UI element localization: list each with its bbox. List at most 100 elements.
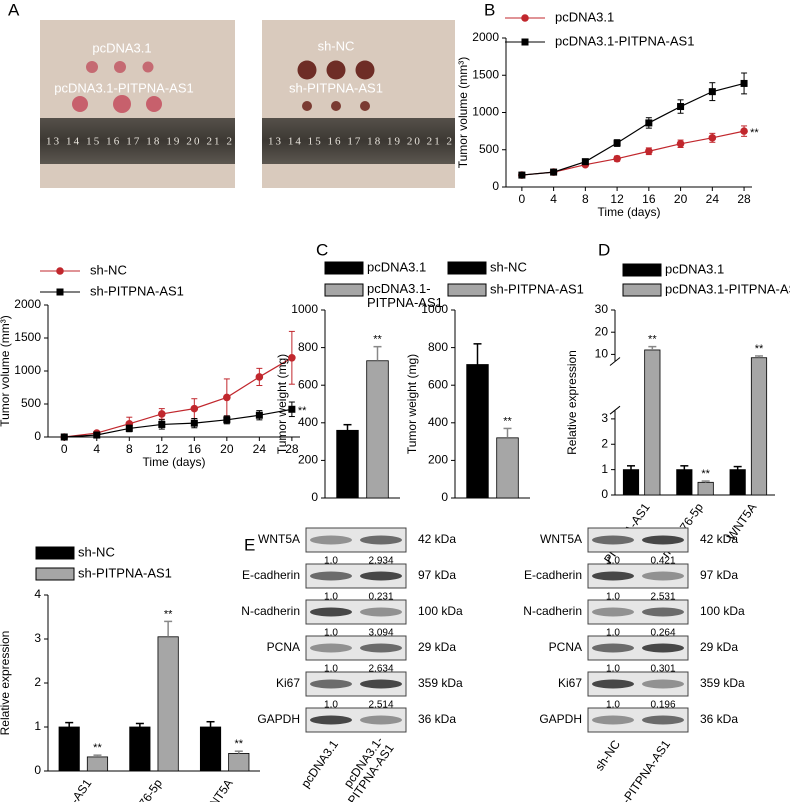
bar: [228, 753, 250, 772]
legend-label: sh-PITPNA-AS1: [78, 565, 172, 580]
y-tick-label: 3: [601, 411, 608, 425]
bar: [157, 636, 179, 772]
band: [310, 643, 352, 653]
error-bar: [135, 722, 144, 727]
y-tick-label: 1: [34, 719, 41, 733]
quant-value: 1.0: [324, 700, 338, 711]
kda-label: 36 kDa: [418, 712, 456, 726]
marker: [613, 139, 621, 147]
y-tick-label: 400: [298, 415, 318, 429]
tumor: [297, 60, 317, 80]
y-tick-label: 2: [34, 675, 41, 689]
quant-value: 0.231: [368, 592, 393, 603]
error-bar: [755, 355, 763, 358]
significance: **: [93, 742, 102, 754]
kda-label: 36 kDa: [700, 712, 738, 726]
protein-label: WNT5A: [258, 532, 300, 546]
y-tick-label: 1500: [472, 67, 499, 81]
photo-label: sh-PITPNA-AS1: [289, 80, 383, 95]
bar: [466, 364, 489, 499]
bar: [86, 756, 109, 772]
quant-value: 0.301: [650, 664, 675, 675]
y-tick-label: 1500: [14, 330, 41, 344]
marker: [190, 419, 198, 427]
bar: [644, 349, 661, 496]
tumor: [72, 96, 88, 112]
marker: [60, 433, 68, 441]
y-tick-label: 0: [34, 763, 41, 777]
y-tick-label: 20: [595, 324, 609, 338]
tumor: [355, 60, 375, 80]
legend-label: pcDNA3.1-PITPNA-AS1: [367, 281, 443, 310]
y-tick-label: 10: [595, 347, 609, 361]
error-bar: [93, 754, 102, 757]
quant-value: 2.634: [368, 664, 393, 675]
band: [592, 535, 634, 545]
ruler-scale: 13 14 15 16 17 18 19 20 21 2: [268, 136, 452, 148]
x-tick-label: 16: [642, 192, 656, 206]
y-axis-label: Tumor volume (mm³): [456, 57, 470, 169]
protein-label: N-cadherin: [241, 604, 300, 618]
bar: [366, 360, 389, 499]
kda-label: 29 kDa: [418, 640, 456, 654]
x-tick-label: 28: [285, 442, 299, 456]
significance: **: [298, 405, 307, 417]
marker: [93, 431, 101, 439]
y-tick-label: 30: [595, 302, 609, 316]
legend-swatch: [35, 546, 75, 560]
photo-label: sh-NC: [318, 38, 355, 53]
quant-value: 0.264: [650, 628, 675, 639]
legend-label: sh-NC: [78, 544, 115, 559]
band: [592, 607, 634, 617]
photo-left: pcDNA3.1 pcDNA3.1-PITPNA-AS1 13 14 15 16…: [40, 20, 235, 188]
band: [360, 607, 402, 617]
protein-label: GAPDH: [539, 712, 582, 726]
x-tick-label: 0: [61, 442, 68, 456]
x-tick-label: PITPNA-AS1: [43, 776, 95, 802]
x-tick-label: 8: [582, 192, 589, 206]
quant-value: 3.094: [368, 628, 393, 639]
axis-break: [609, 405, 621, 415]
ruler: [262, 118, 455, 164]
bar: [496, 437, 519, 499]
quant-value: 1.0: [324, 664, 338, 675]
band: [310, 535, 352, 545]
protein-label: N-cadherin: [523, 604, 582, 618]
protein-label: GAPDH: [257, 712, 300, 726]
marker: [288, 354, 296, 362]
y-tick-label: 2000: [14, 297, 41, 311]
y-axis-label: Tumor weight (mg): [405, 354, 419, 454]
protein-label: E-cadherin: [242, 568, 300, 582]
marker: [255, 373, 264, 381]
marker: [613, 154, 621, 163]
tumor: [113, 95, 131, 113]
quant-value: 1.0: [606, 628, 620, 639]
legend-label: sh-NC: [490, 259, 527, 274]
error-bar: [473, 343, 482, 365]
axis-break: [609, 357, 621, 366]
marker: [288, 405, 296, 413]
lane-label: pcDNA3.1: [298, 737, 341, 790]
quant-value: 1.0: [606, 664, 620, 675]
band: [592, 643, 634, 653]
legend-label: pcDNA3.1-PITPNA-AS1: [555, 33, 694, 48]
y-tick-label: 0: [311, 490, 318, 504]
y-axis-label: Relative expression: [565, 350, 579, 455]
significance: **: [750, 127, 759, 139]
y-tick-label: 200: [428, 453, 448, 467]
marker: [708, 88, 716, 96]
legend-marker: [521, 38, 529, 46]
y-tick-label: 0: [34, 429, 41, 443]
error-bar: [164, 620, 173, 637]
protein-label: PCNA: [267, 640, 300, 654]
significance: **: [164, 608, 173, 620]
band: [360, 643, 402, 653]
tumor: [360, 101, 370, 111]
series-line: [521, 82, 745, 176]
kda-label: 359 kDa: [700, 676, 745, 690]
protein-label: PCNA: [549, 640, 582, 654]
band: [310, 571, 352, 581]
quant-value: 0.421: [650, 556, 675, 567]
quant-value: 1.0: [324, 628, 338, 639]
tumor: [331, 101, 341, 111]
